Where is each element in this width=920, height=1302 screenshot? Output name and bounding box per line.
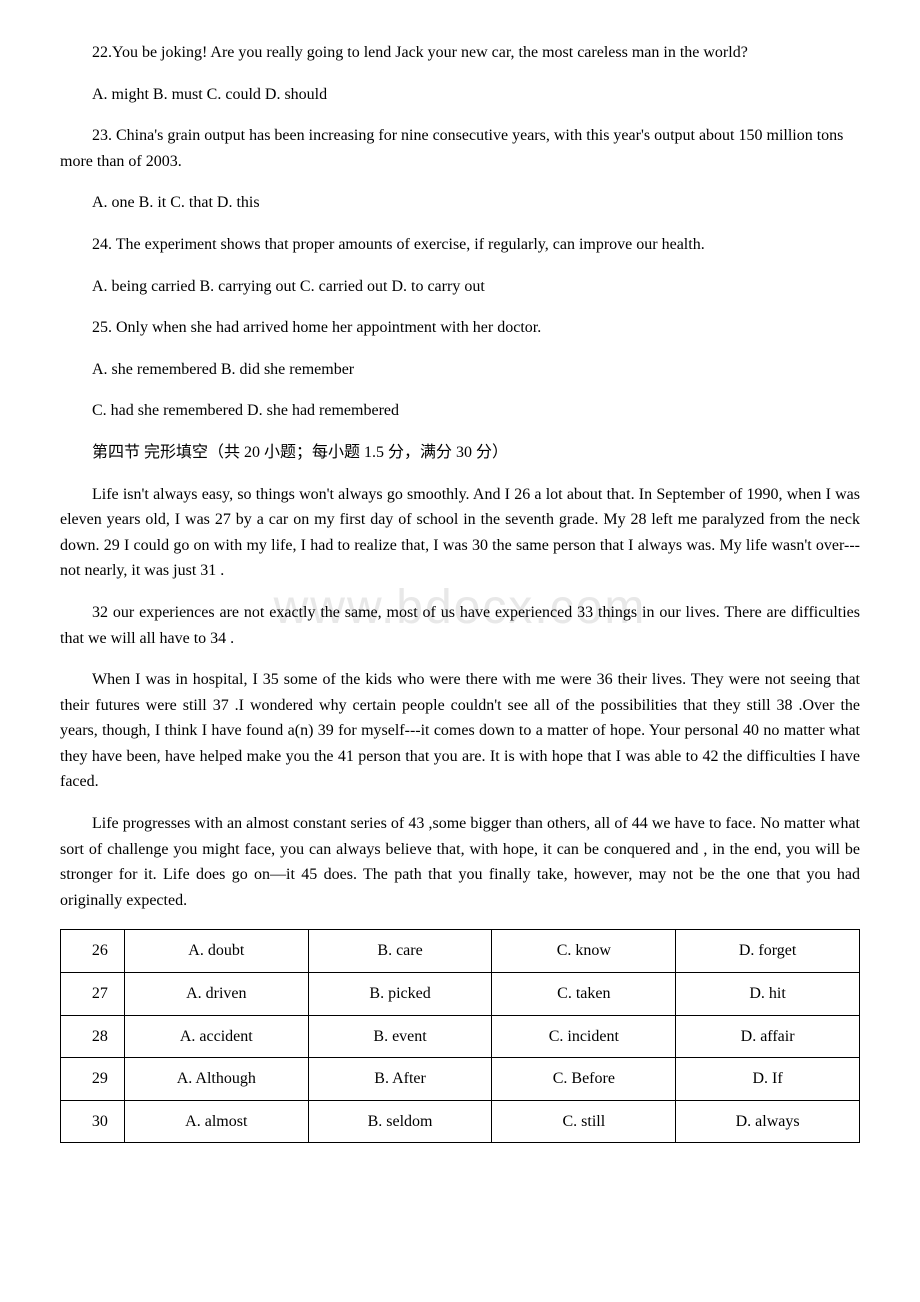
row-number: 29 bbox=[61, 1058, 125, 1101]
option-a: A. Although bbox=[124, 1058, 308, 1101]
option-d: D. affair bbox=[676, 1015, 860, 1058]
option-c: C. incident bbox=[492, 1015, 676, 1058]
option-b: B. After bbox=[308, 1058, 492, 1101]
row-number: 30 bbox=[61, 1100, 125, 1143]
table-body: 26 A. doubt B. care C. know D. forget 27… bbox=[61, 930, 860, 1143]
table-row: 30 A. almost B. seldom C. still D. alway… bbox=[61, 1100, 860, 1143]
passage-4: Life progresses with an almost constant … bbox=[60, 811, 860, 913]
table-row: 29 A. Although B. After C. Before D. If bbox=[61, 1058, 860, 1101]
question-23-options: A. one B. it C. that D. this bbox=[60, 190, 860, 216]
table-row: 28 A. accident B. event C. incident D. a… bbox=[61, 1015, 860, 1058]
option-a: A. driven bbox=[124, 973, 308, 1016]
table-row: 27 A. driven B. picked C. taken D. hit bbox=[61, 973, 860, 1016]
question-25-options-1: A. she remembered B. did she remember bbox=[60, 357, 860, 383]
question-24-text: 24. The experiment shows that proper amo… bbox=[60, 232, 860, 258]
passage-2: 32 our experiences are not exactly the s… bbox=[60, 600, 860, 651]
option-a: A. accident bbox=[124, 1015, 308, 1058]
option-b: B. picked bbox=[308, 973, 492, 1016]
question-24-options: A. being carried B. carrying out C. carr… bbox=[60, 274, 860, 300]
option-d: D. hit bbox=[676, 973, 860, 1016]
option-d: D. forget bbox=[676, 930, 860, 973]
option-c: C. Before bbox=[492, 1058, 676, 1101]
option-b: B. event bbox=[308, 1015, 492, 1058]
question-25-text: 25. Only when she had arrived home her a… bbox=[60, 315, 860, 341]
question-23-text: 23. China's grain output has been increa… bbox=[60, 123, 860, 174]
option-c: C. taken bbox=[492, 973, 676, 1016]
row-number: 27 bbox=[61, 973, 125, 1016]
row-number: 28 bbox=[61, 1015, 125, 1058]
table-row: 26 A. doubt B. care C. know D. forget bbox=[61, 930, 860, 973]
question-22-options: A. might B. must C. could D. should bbox=[60, 82, 860, 108]
question-22-text: 22.You be joking! Are you really going t… bbox=[60, 40, 860, 66]
passage-3: When I was in hospital, I 35 some of the… bbox=[60, 667, 860, 795]
section-title: 第四节 完形填空（共 20 小题；每小题 1.5 分，满分 30 分） bbox=[60, 440, 860, 466]
row-number: 26 bbox=[61, 930, 125, 973]
document-content: 22.You be joking! Are you really going t… bbox=[60, 40, 860, 1143]
option-b: B. care bbox=[308, 930, 492, 973]
option-d: D. If bbox=[676, 1058, 860, 1101]
option-a: A. almost bbox=[124, 1100, 308, 1143]
option-b: B. seldom bbox=[308, 1100, 492, 1143]
option-c: C. still bbox=[492, 1100, 676, 1143]
cloze-options-table: 26 A. doubt B. care C. know D. forget 27… bbox=[60, 929, 860, 1143]
question-25-options-2: C. had she remembered D. she had remembe… bbox=[60, 398, 860, 424]
option-d: D. always bbox=[676, 1100, 860, 1143]
passage-1: Life isn't always easy, so things won't … bbox=[60, 482, 860, 584]
option-a: A. doubt bbox=[124, 930, 308, 973]
option-c: C. know bbox=[492, 930, 676, 973]
